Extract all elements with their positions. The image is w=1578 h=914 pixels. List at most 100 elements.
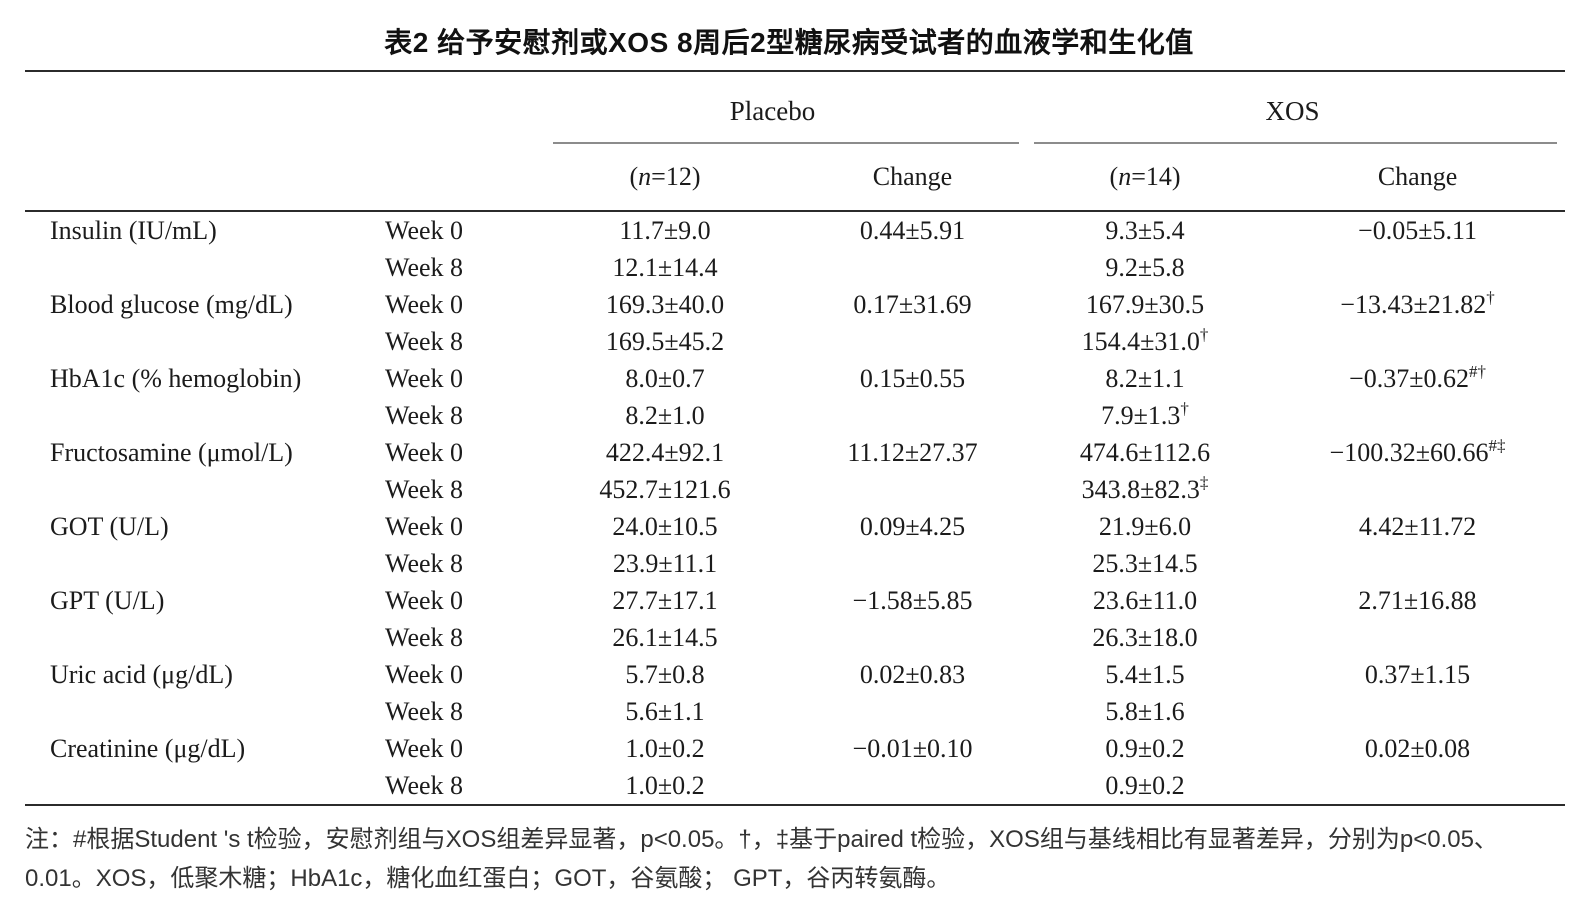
table-row: Week 8 23.9±11.1 25.3±14.5	[25, 545, 1565, 582]
analyte-label: Insulin (IU/mL)	[50, 216, 217, 245]
placebo-value-cell: 27.7±17.1	[612, 586, 718, 615]
placebo-value-cell: 23.9±11.1	[612, 549, 718, 578]
week-cell: Week 0	[385, 586, 464, 615]
analyte-label	[25, 397, 385, 434]
xos-value-cell: 5.4±1.5	[1105, 660, 1185, 689]
placebo-value-cell: 5.7±0.8	[625, 660, 705, 689]
table-row: Fructosamine (μmol/L) Week 0 422.4±92.1 …	[25, 434, 1565, 471]
empty-header-cell	[25, 71, 385, 144]
xos-change-cell	[1270, 545, 1565, 582]
xos-change-cell: 4.42±11.72	[1358, 512, 1477, 541]
xos-value-cell: 154.4±31.0†	[1081, 325, 1209, 356]
empty-header-cell	[25, 144, 385, 212]
placebo-value-cell: 169.5±45.2	[605, 327, 725, 356]
analyte-label	[25, 323, 385, 360]
week-cell: Week 0	[385, 216, 464, 245]
placebo-change-cell	[805, 249, 1020, 286]
table-row: HbA1c (% hemoglobin) Week 0 8.0±0.7 0.15…	[25, 360, 1565, 397]
xos-value-cell: 9.2±5.8	[1105, 253, 1185, 282]
placebo-group-header: Placebo	[525, 71, 1020, 144]
analyte-label: Fructosamine (μmol/L)	[50, 438, 293, 467]
analyte-label	[25, 471, 385, 508]
table-row: Week 8 5.6±1.1 5.8±1.6	[25, 693, 1565, 730]
xos-group-label: XOS	[1265, 96, 1320, 126]
placebo-value-cell: 26.1±14.5	[612, 623, 718, 652]
week-cell: Week 0	[385, 660, 464, 689]
xos-change-cell: −100.32±60.66#‡	[1329, 436, 1506, 467]
placebo-change-cell: 11.12±27.37	[847, 438, 978, 467]
xos-value-cell: 7.9±1.3†	[1101, 399, 1189, 430]
xos-value-cell: 5.8±1.6	[1105, 697, 1185, 726]
table-row: Blood glucose (mg/dL) Week 0 169.3±40.0 …	[25, 286, 1565, 323]
data-table: Placebo XOS (n=12) Change (n=14) Change	[25, 70, 1566, 806]
xos-change-cell: −13.43±21.82†	[1340, 288, 1495, 319]
table-footnote: 注：#根据Student 's t检验，安慰剂组与XOS组差异显著，p<0.05…	[25, 820, 1553, 898]
placebo-value-cell: 8.2±1.0	[625, 401, 705, 430]
table-row: Creatinine (μg/dL) Week 0 1.0±0.2 −0.01±…	[25, 730, 1565, 767]
table-row: Week 8 452.7±121.6 343.8±82.3‡	[25, 471, 1565, 508]
xos-value-cell: 343.8±82.3‡	[1081, 473, 1209, 504]
table-title: 表2 给予安慰剂或XOS 8周后2型糖尿病受试者的血液学和生化值	[384, 27, 1194, 58]
xos-change-cell: 0.37±1.15	[1364, 660, 1471, 689]
analyte-label: Creatinine (μg/dL)	[50, 734, 246, 763]
analyte-label: GPT (U/L)	[50, 586, 165, 615]
week-cell: Week 0	[385, 438, 464, 467]
placebo-change-cell	[805, 619, 1020, 656]
table-row: Week 8 12.1±14.4 9.2±5.8	[25, 249, 1565, 286]
analyte-label: GOT (U/L)	[50, 512, 169, 541]
week-cell: Week 8	[385, 475, 464, 504]
xos-change-cell	[1270, 471, 1565, 508]
analyte-label: Uric acid (μg/dL)	[50, 660, 233, 689]
xos-change-cell	[1270, 693, 1565, 730]
xos-change-cell: −0.05±5.11	[1358, 216, 1477, 245]
placebo-n-header: (n=12)	[525, 144, 805, 212]
placebo-value-cell: 452.7±121.6	[599, 475, 731, 504]
placebo-change-cell	[805, 397, 1020, 434]
placebo-value-cell: 8.0±0.7	[625, 364, 705, 393]
xos-value-cell: 21.9±6.0	[1098, 512, 1192, 541]
placebo-change-cell	[805, 693, 1020, 730]
xos-change-header: Change	[1270, 144, 1566, 212]
week-cell: Week 8	[385, 697, 464, 726]
analyte-label: HbA1c (% hemoglobin)	[50, 364, 302, 393]
week-cell: Week 8	[385, 623, 464, 652]
footnote-line-1: 注：#根据Student 's t检验，安慰剂组与XOS组差异显著，p<0.05…	[25, 826, 1498, 853]
analyte-label	[25, 545, 385, 582]
analyte-label	[25, 693, 385, 730]
placebo-spanner-rule	[553, 142, 1020, 144]
table-row: GOT (U/L) Week 0 24.0±10.5 0.09±4.25 21.…	[25, 508, 1565, 545]
placebo-change-cell: 0.09±4.25	[859, 512, 966, 541]
xos-change-cell	[1270, 397, 1565, 434]
placebo-change-cell: 0.15±0.55	[859, 364, 966, 393]
placebo-change-cell: −1.58±5.85	[852, 586, 973, 615]
analyte-label	[25, 619, 385, 656]
table-row: Insulin (IU/mL) Week 0 11.7±9.0 0.44±5.9…	[25, 211, 1565, 249]
xos-change-cell	[1270, 619, 1565, 656]
empty-header-cell	[385, 71, 525, 144]
placebo-value-cell: 1.0±0.2	[625, 734, 705, 763]
xos-change-cell: 0.02±0.08	[1364, 734, 1471, 763]
xos-value-cell: 25.3±14.5	[1092, 549, 1198, 578]
xos-n-header: (n=14)	[1020, 144, 1271, 212]
footnote-line-2: 0.01。XOS，低聚木糖；HbA1c，糖化血红蛋白；GOT，谷氨酸； GPT，…	[25, 865, 951, 892]
week-cell: Week 8	[385, 401, 464, 430]
placebo-change-cell: 0.17±31.69	[853, 290, 972, 319]
xos-value-cell: 474.6±112.6	[1079, 438, 1211, 467]
placebo-change-cell: 0.44±5.91	[859, 216, 966, 245]
xos-value-cell: 0.9±0.2	[1105, 734, 1185, 763]
placebo-change-cell: −0.01±0.10	[852, 734, 973, 763]
xos-value-cell: 167.9±30.5	[1085, 290, 1205, 319]
table-row: Week 8 1.0±0.2 0.9±0.2	[25, 767, 1566, 806]
week-cell: Week 8	[385, 549, 464, 578]
xos-change-cell: 2.71±16.88	[1358, 586, 1477, 615]
placebo-change-cell	[805, 323, 1020, 360]
analyte-label	[25, 767, 385, 806]
week-cell: Week 0	[385, 512, 464, 541]
xos-change-cell	[1270, 323, 1565, 360]
table-row: Uric acid (μg/dL) Week 0 5.7±0.8 0.02±0.…	[25, 656, 1565, 693]
empty-header-cell	[385, 144, 525, 212]
xos-change-cell	[1270, 249, 1565, 286]
placebo-value-cell: 24.0±10.5	[612, 512, 718, 541]
table-row: Week 8 8.2±1.0 7.9±1.3†	[25, 397, 1565, 434]
